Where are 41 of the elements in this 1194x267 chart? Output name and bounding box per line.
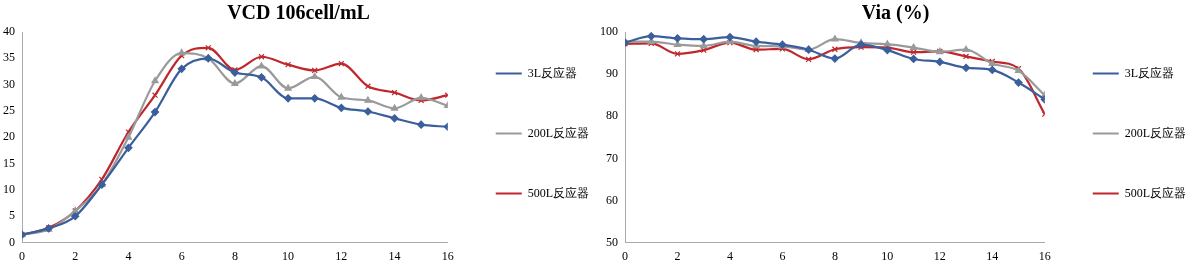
y-tick-label: 40 — [3, 24, 15, 39]
x-tick-label: 0 — [622, 248, 628, 263]
y-tick-label: 90 — [606, 66, 618, 81]
y-tick-label: 25 — [3, 103, 15, 118]
y-tick-label: 70 — [606, 150, 618, 165]
y-tick-label: 10 — [3, 182, 15, 197]
legend-label: 3L反应器 — [527, 65, 578, 80]
chart-title: Via (%) — [861, 1, 930, 25]
x-tick-label: 10 — [881, 248, 894, 263]
x-tick-label: 10 — [282, 248, 295, 263]
x-tick-label: 6 — [779, 248, 786, 263]
y-tick-label: 60 — [606, 192, 618, 207]
x-tick-label: 6 — [178, 248, 185, 263]
y-tick-label: 80 — [606, 108, 618, 123]
x-tick-label: 14 — [388, 248, 401, 263]
y-tick-label: 20 — [3, 129, 15, 144]
legend-label: 3L反应器 — [1124, 65, 1175, 80]
x-tick-label: 16 — [441, 248, 454, 263]
x-tick-label: 14 — [986, 248, 999, 263]
x-tick-label: 0 — [19, 248, 25, 263]
legend-label: 200L反应器 — [527, 125, 590, 140]
y-tick-label: 0 — [9, 234, 15, 249]
x-tick-label: 8 — [831, 248, 838, 263]
y-tick-label: 30 — [3, 76, 15, 91]
x-tick-label: 2 — [674, 248, 681, 263]
y-tick-label: 35 — [3, 50, 15, 65]
y-tick-label: 15 — [3, 155, 15, 170]
x-tick-label: 2 — [72, 248, 79, 263]
legend-label: 500L反应器 — [1124, 185, 1187, 200]
legend-label: 200L反应器 — [1124, 125, 1187, 140]
y-tick-label: 50 — [606, 234, 618, 249]
x-tick-label: 12 — [335, 248, 348, 263]
x-tick-label: 4 — [125, 248, 132, 263]
legend-label: 500L反应器 — [527, 185, 590, 200]
y-tick-label: 100 — [600, 24, 618, 39]
chart-title: VCD 106cell/mL — [227, 1, 370, 24]
y-tick-label: 5 — [9, 208, 15, 223]
x-tick-label: 16 — [1038, 248, 1051, 263]
x-tick-label: 12 — [933, 248, 946, 263]
x-tick-label: 4 — [726, 248, 733, 263]
x-tick-label: 8 — [231, 248, 238, 263]
